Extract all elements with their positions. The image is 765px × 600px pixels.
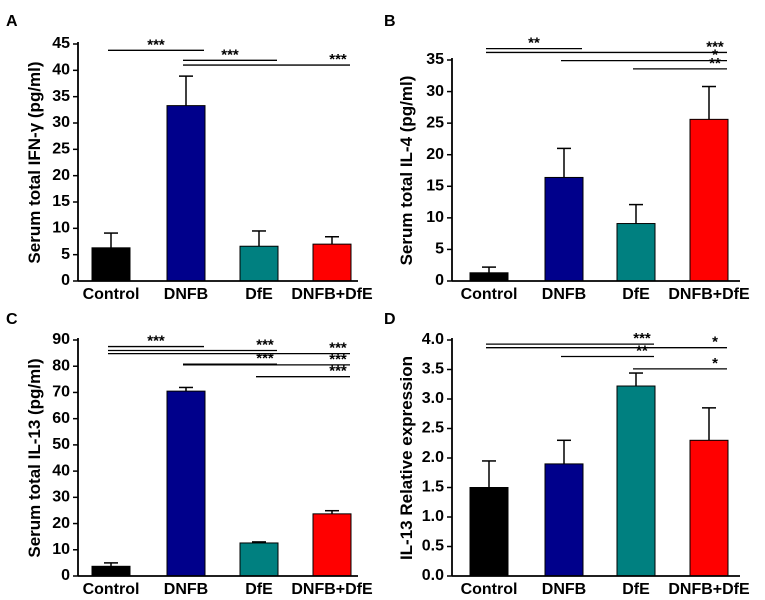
y-axis-label: IL-13 Relative expression: [397, 356, 416, 560]
significance-label: ***: [256, 350, 274, 367]
y-tick-label: 15: [426, 178, 444, 195]
significance-label: ***: [633, 330, 651, 347]
x-tick-label: Control: [83, 286, 140, 303]
significance-label: ***: [221, 46, 239, 63]
y-tick-label: 70: [52, 384, 70, 401]
x-tick-label: DfE: [622, 286, 650, 303]
significance-label: **: [636, 343, 648, 360]
y-axis-label: Serum total IL-4 (pg/ml): [397, 76, 416, 266]
bar-dnfb-dfe: [312, 243, 352, 282]
significance-label: **: [709, 55, 721, 72]
x-tick-label: DNFB+DfE: [668, 286, 750, 303]
y-tick-label: 10: [52, 541, 70, 558]
x-tick-label: Control: [461, 286, 518, 303]
x-tick-label: DNFB: [542, 581, 586, 598]
x-tick-label: DfE: [245, 286, 273, 303]
panel-label: D: [384, 311, 396, 328]
y-tick-label: 5: [435, 241, 444, 258]
panel-label: C: [6, 311, 18, 328]
y-tick-label: 10: [426, 209, 444, 226]
y-tick-label: 15: [52, 193, 70, 210]
y-tick-label: 35: [426, 51, 444, 68]
y-tick-label: 30: [52, 489, 70, 506]
panel-d: D IL-13 Relative expression 0.0 0.5 1.0 1.5 2.…: [384, 311, 750, 598]
significance-label: ***: [256, 336, 274, 353]
y-tick-label: 0.0: [422, 567, 444, 584]
y-tick-label: 40: [52, 462, 70, 479]
x-tick-label: DNFB: [164, 286, 208, 303]
y-tick-label: 0: [61, 567, 70, 584]
bar-dfe: [239, 542, 279, 577]
y-tick-label: 40: [52, 62, 70, 79]
panel-c: C Serum total IL-13 (pg/ml) 0 10 20 30 40 50 60 7…: [6, 311, 373, 598]
y-tick-label: 2.5: [422, 420, 444, 437]
x-tick-label: Control: [461, 581, 518, 598]
bar-dnfb: [166, 105, 206, 282]
significance-label: ***: [147, 36, 165, 53]
significance-label: ***: [329, 340, 347, 357]
y-tick-label: 80: [52, 357, 70, 374]
bar-dnfb-dfe: [689, 118, 729, 282]
bar-dnfb-dfe: [689, 439, 729, 577]
significance-label: ***: [329, 363, 347, 380]
y-tick-label: 90: [52, 331, 70, 348]
y-tick-label: 5: [61, 246, 70, 263]
panel-label: B: [384, 13, 396, 30]
bar-control: [91, 565, 131, 577]
significance-label: ***: [706, 38, 724, 55]
bar-control: [91, 247, 131, 282]
y-tick-label: 4.0: [422, 331, 444, 348]
significance-label: ***: [147, 333, 165, 350]
y-tick-label: 20: [426, 146, 444, 163]
panel-b: B Serum total IL-4 (pg/ml) 0 5 10 15 20 25 30 35 C…: [384, 13, 750, 303]
y-tick-label: 45: [52, 35, 70, 52]
y-tick-label: 0: [61, 272, 70, 289]
significance-label: ***: [329, 351, 347, 368]
x-tick-label: DNFB: [542, 286, 586, 303]
significance-label: *: [712, 47, 718, 64]
y-tick-label: 60: [52, 410, 70, 427]
y-tick-label: 25: [426, 114, 444, 131]
bar-dnfb: [544, 176, 584, 282]
panel-label: A: [6, 13, 18, 30]
y-tick-label: 30: [52, 114, 70, 131]
y-tick-label: 35: [52, 88, 70, 105]
significance-label: *: [712, 355, 718, 372]
bar-dfe: [616, 385, 656, 577]
x-tick-label: DNFB+DfE: [668, 581, 750, 598]
y-tick-label: 1.0: [422, 508, 444, 525]
significance-label: ***: [329, 51, 347, 68]
bar-control: [469, 272, 509, 282]
bar-dfe: [616, 223, 656, 282]
y-tick-label: 3.5: [422, 361, 444, 378]
x-tick-label: DfE: [622, 581, 650, 598]
y-tick-label: 0.5: [422, 538, 444, 555]
x-tick-label: DNFB+DfE: [291, 286, 373, 303]
significance-label: **: [528, 35, 540, 52]
y-tick-label: 20: [52, 515, 70, 532]
y-tick-label: 50: [52, 436, 70, 453]
bar-dfe: [239, 245, 279, 282]
y-axis-label: Serum total IFN-γ (pg/ml): [25, 61, 44, 263]
y-tick-label: 25: [52, 141, 70, 158]
y-tick-label: 20: [52, 167, 70, 184]
y-axis-label: Serum total IL-13 (pg/ml): [25, 358, 44, 557]
x-tick-label: DfE: [245, 581, 273, 598]
bar-dnfb: [166, 390, 206, 577]
y-tick-label: 10: [52, 220, 70, 237]
panel-a: A Serum total IFN-γ (pg/ml) 0 5 10 15 20 25 30 35…: [6, 13, 373, 303]
x-tick-label: DNFB+DfE: [291, 581, 373, 598]
x-tick-label: Control: [83, 581, 140, 598]
y-tick-label: 0: [435, 272, 444, 289]
y-tick-label: 2.0: [422, 449, 444, 466]
bar-control: [469, 487, 509, 577]
significance-label: *: [712, 334, 718, 351]
x-tick-label: DNFB: [164, 581, 208, 598]
y-tick-label: 3.0: [422, 390, 444, 407]
bar-dnfb: [544, 463, 584, 577]
y-tick-label: 30: [426, 83, 444, 100]
y-tick-label: 1.5: [422, 479, 444, 496]
bar-dnfb-dfe: [312, 513, 352, 577]
